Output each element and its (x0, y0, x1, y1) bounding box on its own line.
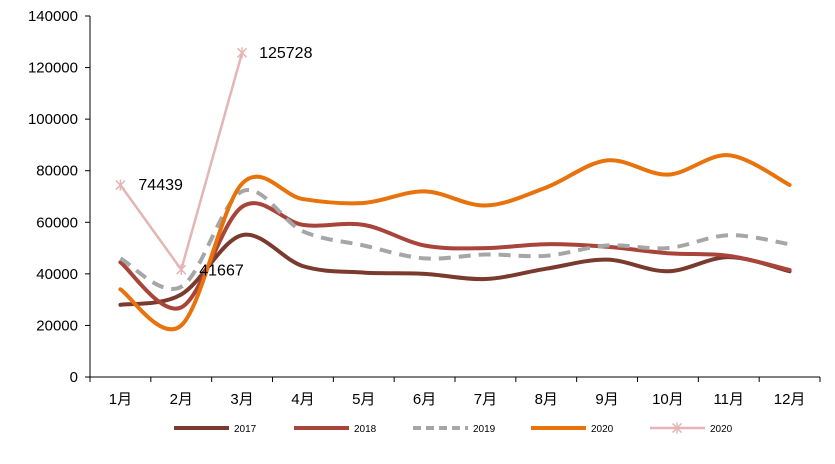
x-tick-label: 8月 (535, 391, 558, 408)
y-tick-label: 40000 (36, 266, 78, 283)
series-line-2020 (118, 153, 792, 332)
x-tick-label: 3月 (230, 391, 253, 408)
legend-item: 2020 (531, 424, 614, 435)
y-tick-label: 60000 (36, 214, 78, 231)
series-layer (115, 47, 792, 332)
legend-item: 2020 (650, 422, 733, 435)
x-tick-label: 6月 (413, 391, 436, 408)
data-label: 74439 (138, 177, 183, 194)
y-tick-label: 0 (70, 369, 78, 386)
legend-item: 2018 (294, 424, 377, 435)
data-point-marker (176, 264, 187, 276)
y-tick-label: 120000 (28, 60, 78, 77)
x-tick-label: 9月 (595, 391, 618, 408)
axes: 0 20000 40000 60000 80000 100000 120000 140000 1… (28, 8, 821, 408)
data-label: 41667 (199, 263, 244, 280)
x-tick-label: 2月 (170, 391, 193, 408)
data-point-marker (237, 47, 248, 59)
legend: 2017 2018 2019 2020 2020 (174, 422, 733, 435)
legend-item: 2019 (413, 424, 496, 435)
y-tick-label: 140000 (28, 8, 78, 25)
x-tick-label: 5月 (352, 391, 375, 408)
y-tick-label: 80000 (36, 163, 78, 180)
x-tick-label: 12月 (774, 391, 806, 408)
data-point-marker (115, 179, 126, 191)
x-tick-label: 10月 (652, 391, 684, 408)
data-labels: 74439 41667 125728 (138, 45, 312, 280)
series-line-2017 (118, 232, 792, 307)
y-tick-label: 100000 (28, 111, 78, 128)
legend-label: 2020 (591, 424, 614, 435)
legend-marker (671, 422, 683, 434)
legend-item: 2017 (174, 424, 257, 435)
x-tick-label: 1月 (109, 391, 132, 408)
x-tick-label: 4月 (291, 391, 314, 408)
series-line-2019 (119, 188, 790, 291)
data-label: 125728 (259, 45, 312, 62)
legend-label: 2017 (234, 424, 257, 435)
legend-label: 2019 (473, 424, 496, 435)
legend-label: 2018 (354, 424, 377, 435)
x-tick-label: 11月 (713, 391, 744, 408)
legend-label: 2020 (710, 424, 733, 435)
y-tick-label: 20000 (36, 317, 78, 334)
x-tick-label: 7月 (474, 391, 497, 408)
